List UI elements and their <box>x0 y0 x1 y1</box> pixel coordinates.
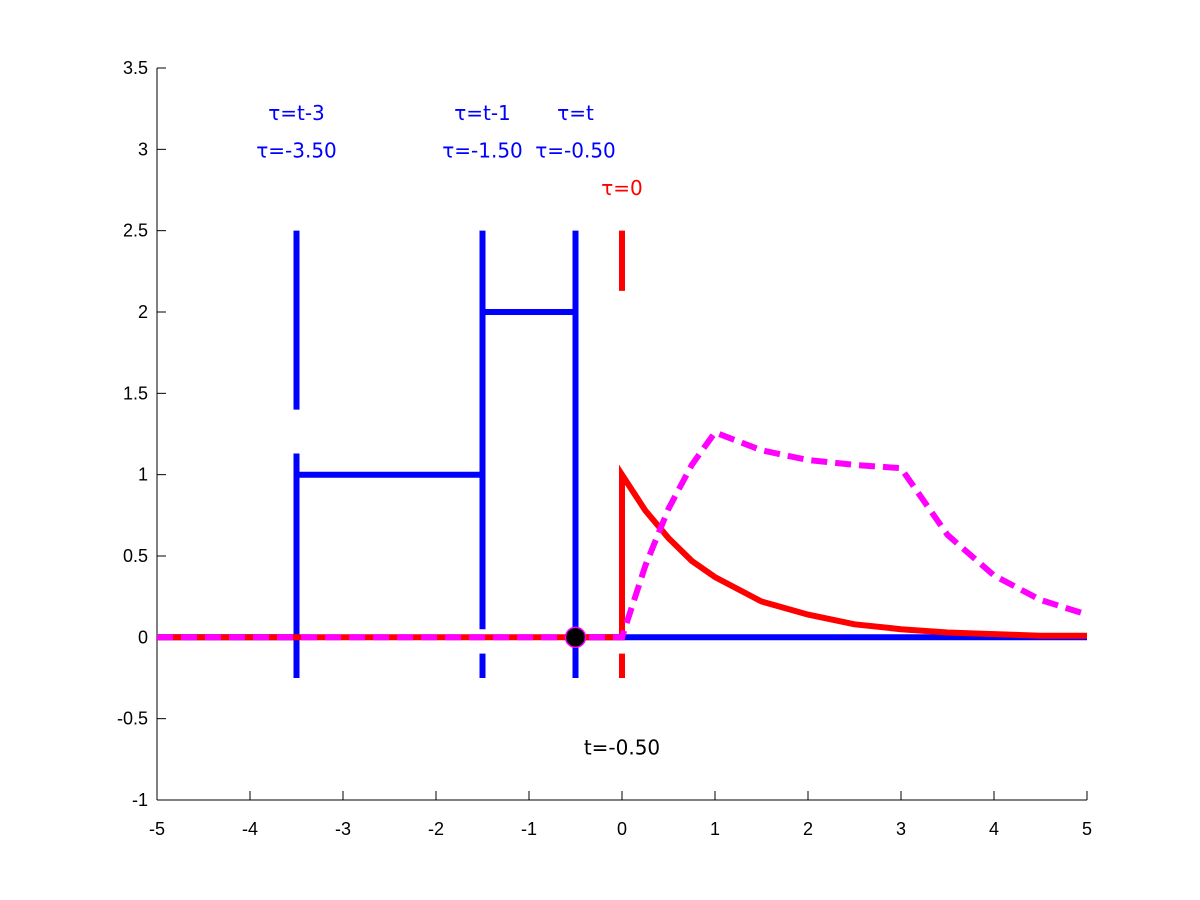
label-tau-t: τ=t <box>557 101 594 125</box>
flipped-input-line <box>157 309 1087 641</box>
x-tick-label: -5 <box>149 819 165 839</box>
x-tick-label: 2 <box>803 819 813 839</box>
convolution-output-line <box>157 428 1088 641</box>
x-tick-label: -3 <box>335 819 351 839</box>
label-current-t: t=-0.50 <box>584 735 660 759</box>
y-tick-label: -0.5 <box>117 709 148 729</box>
current-t-marker <box>564 626 587 649</box>
x-tick-label: 1 <box>710 819 720 839</box>
label-tau-zero: τ=0 <box>601 176 643 200</box>
x-tick-label: -4 <box>242 819 258 839</box>
label-tau-value-minus-0-50: τ=-0.50 <box>535 138 616 162</box>
axes: -5 -4 -3 -2 -1 0 1 2 3 4 5 -1 -0.5 0 0.5 1 1.5 2 2.5 3 3.5 <box>117 58 1092 839</box>
label-tau-t-minus-3: τ=t-3 <box>268 101 325 125</box>
label-tau-value-minus-1-50: τ=-1.50 <box>442 138 523 162</box>
y-tick-label: 3.5 <box>123 58 148 78</box>
x-tick-label: 0 <box>617 819 627 839</box>
impulse-response-line <box>157 464 1087 641</box>
x-tick-label: -2 <box>428 819 444 839</box>
label-tau-value-minus-3-50: τ=-3.50 <box>256 138 337 162</box>
x-tick-label: -1 <box>521 819 537 839</box>
y-tick-label: 2.5 <box>123 221 148 241</box>
y-tick-label: 0 <box>138 627 148 647</box>
y-tick-label: -1 <box>132 790 148 810</box>
plot-markers <box>564 626 587 649</box>
annotations: τ=t-3 τ=-3.50 τ=t-1 τ=-1.50 τ=t τ=-0.50 τ=0 t=-… <box>256 101 660 759</box>
y-tick-label: 1 <box>138 465 148 485</box>
y-tick-label: 3 <box>138 139 148 159</box>
label-tau-t-minus-1: τ=t-1 <box>454 101 511 125</box>
plot-series <box>157 309 1088 641</box>
x-tick-label: 5 <box>1082 819 1092 839</box>
x-tick-label: 3 <box>896 819 906 839</box>
x-tick-label: 4 <box>989 819 999 839</box>
y-tick-label: 1.5 <box>123 383 148 403</box>
y-tick-label: 2 <box>138 302 148 322</box>
y-tick-label: 0.5 <box>123 546 148 566</box>
